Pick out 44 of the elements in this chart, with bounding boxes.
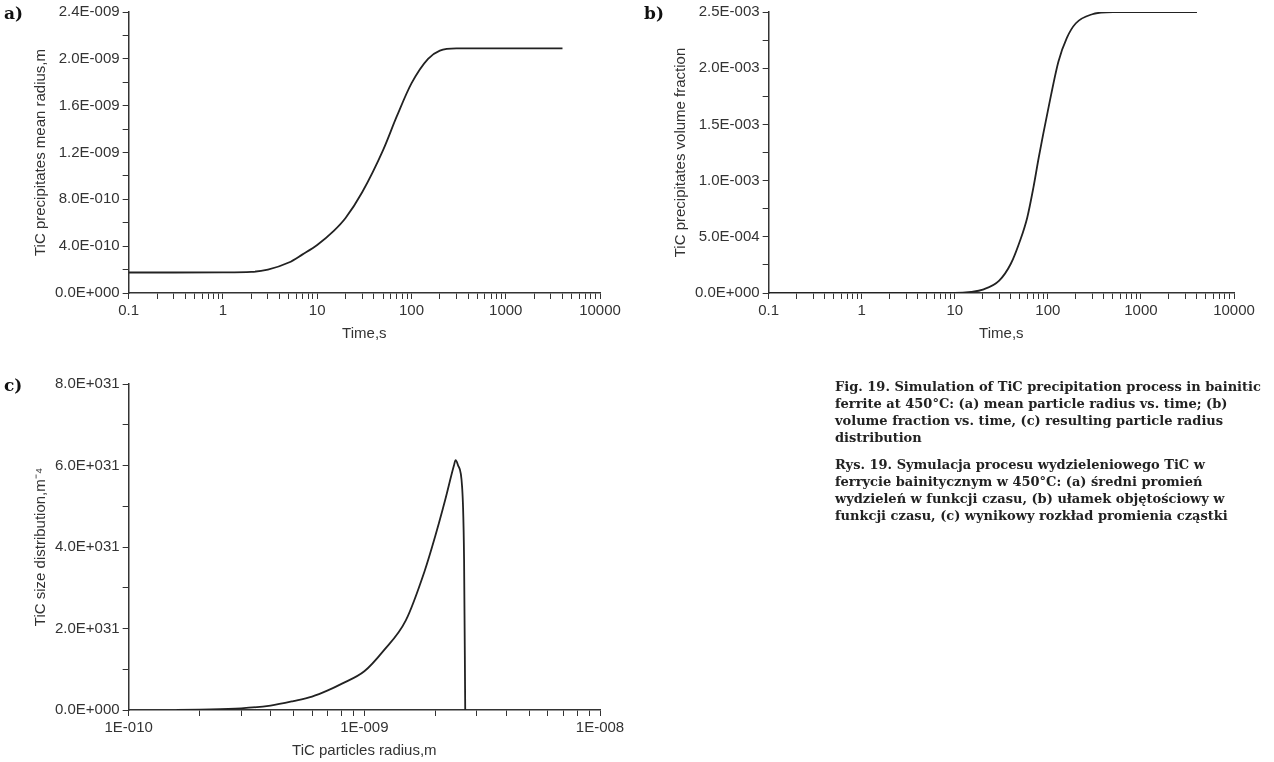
text: b) [644,2,664,23]
x-tick-label: 10000 [579,301,621,319]
text: a) [4,2,24,23]
x-axis-title: Time,s [342,324,387,342]
text: Rys. 19. Symulacja procesu wydzieleniowego TiC w ferrycie bainitycznym w 450°C: (a) średni promień wydzieleń w funkcji czasu, (b) ułamek objętościowy w funkcji czasu, (c) wynikowy rozkład promienia cząstki [835,456,1229,524]
y-tick-label: 4.0E+031 [54,537,120,555]
x-tick-label: 1E-008 [575,718,625,736]
x-tick-label: 10000 [1213,301,1255,319]
y-tick-label: 1.6E-009 [58,95,120,113]
y-tick-label: 8.0E-010 [58,189,120,207]
x-tick-label: 1000 [489,301,523,319]
caption: Fig. 19. Simulation of TiC precipitation process in bainitic ferrite at 450°C: (a) mean particle radius vs. time; (b) volume fraction vs. time, (c) resulting particle radius distribution [835,378,1262,446]
y-axis-title: TiC precipitates volume fraction [671,47,689,258]
x-tick-label: 1E-010 [104,718,153,736]
y-axis-title: TiC precipitates mean radius,m [31,48,49,257]
y-tick-label: 1.2E-009 [58,142,120,160]
x-tick-label: 1E-009 [340,718,389,736]
x-axis-title: TiC particles radius,m [292,741,437,759]
y-tick-label: 8.0E+031 [54,374,120,392]
y-tick-label: 0.0E+000 [54,700,120,718]
x-tick-label: 0.1 [758,301,780,319]
x-tick-label: 1 [857,301,866,319]
y-tick-label: 2.0E+031 [54,618,120,636]
y-tick-label: 2.0E-009 [58,48,120,66]
x-tick-label: 10 [308,301,326,319]
y-tick-label: 2.4E-009 [58,2,120,20]
y-tick-label: 0.0E+000 [694,283,760,301]
y-tick-label: 2.5E-003 [698,2,760,20]
y-tick-label: 5.0E-004 [698,226,760,244]
y-axis-title: TiC size distribution,m⁻⁴ [31,467,49,627]
x-tick-label: 100 [1035,301,1061,319]
y-tick-label: 2.0E-003 [698,58,760,76]
x-tick-label: 1000 [1124,301,1158,319]
y-tick-label: 4.0E-010 [58,236,120,254]
text: c) [4,374,23,395]
y-tick-label: 6.0E+031 [54,455,120,473]
x-tick-label: 10 [946,301,964,319]
x-axis-title: Time,s [979,324,1024,342]
x-tick-label: 100 [398,301,424,319]
x-tick-label: 0.1 [118,301,140,319]
y-tick-label: 0.0E+000 [54,283,120,301]
y-tick-label: 1.5E-003 [698,114,760,132]
x-tick-label: 1 [218,301,228,319]
y-tick-label: 1.0E-003 [698,170,760,188]
